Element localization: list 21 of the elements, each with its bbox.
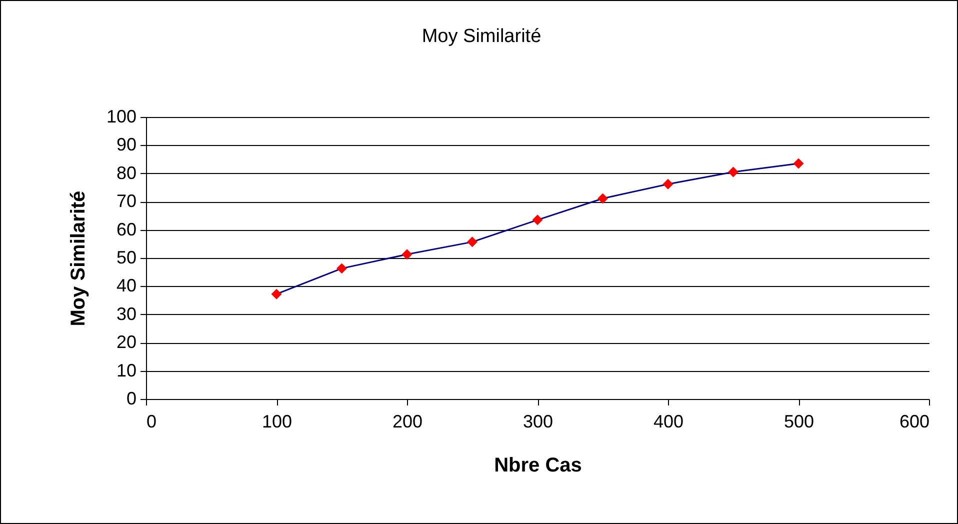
x-tick-label: 0 [146,412,157,432]
y-axis-title: Moy Similarité [67,190,90,326]
y-tick-label: 90 [116,134,136,155]
y-tick-label: 0 [126,388,136,408]
y-tick-label: 40 [116,276,136,296]
y-tick-label: 70 [116,191,136,212]
x-tick-label: 300 [522,412,554,432]
x-tick-label: 600 [899,412,930,432]
x-tick-label: 500 [784,412,814,432]
y-tick-label: 30 [116,304,136,324]
y-tick-label: 60 [116,219,136,240]
y-tick-label: 10 [116,360,136,380]
y-tick-label: 100 [106,106,136,126]
x-axis-title: Nbre Cas [494,454,582,476]
x-tick-label: 400 [653,412,684,432]
chart-title: Moy Similarité [422,26,542,47]
y-tick-label: 20 [116,332,136,352]
x-tick-label: 200 [392,412,423,432]
y-tick-label: 50 [116,248,136,268]
y-tick-label: 80 [116,162,136,183]
x-tick-label: 100 [262,412,292,432]
